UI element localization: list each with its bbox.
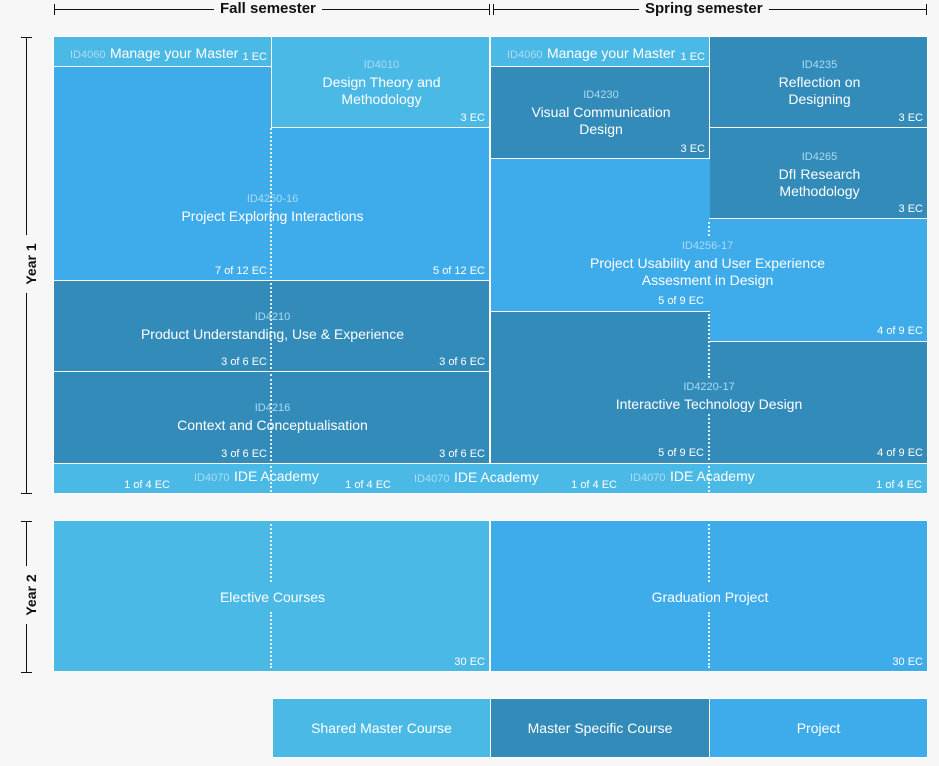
course-visual-communication[interactable]: ID4230 Visual Communication Design 3 EC bbox=[490, 66, 710, 159]
course-title: Elective Courses bbox=[219, 589, 326, 605]
course-ec-left: 5 of 9 EC bbox=[658, 447, 704, 459]
course-manage-master-fall[interactable]: ID4060 Manage your Master 1 EC bbox=[53, 36, 272, 67]
spring-header-tick-left bbox=[493, 4, 494, 15]
course-design-theory[interactable]: ID4010 Design Theory and Methodology 3 E… bbox=[271, 36, 490, 128]
ide-academy-ec-2: 1 of 4 EC bbox=[345, 479, 391, 491]
course-id: ID4060 bbox=[70, 49, 106, 61]
ide-academy-label-1: ID4070 IDE Academy bbox=[194, 468, 319, 484]
semester-divider-dots bbox=[708, 612, 710, 668]
course-ec: 3 EC bbox=[898, 203, 923, 215]
course-ec-right: 4 of 9 EC bbox=[877, 447, 923, 459]
course-ide-academy[interactable] bbox=[53, 463, 928, 494]
course-ec-right: 3 of 6 EC bbox=[439, 448, 485, 460]
fall-header-tick-right bbox=[489, 4, 490, 15]
course-title: Design Theory and Methodology bbox=[322, 74, 441, 107]
course-manage-master-spring[interactable]: ID4060 Manage your Master 1 EC bbox=[490, 36, 710, 67]
course-id: ID4265 bbox=[801, 151, 838, 163]
course-title: Project Usability and User Experience As… bbox=[590, 255, 825, 288]
ide-academy-ec-3: 1 of 4 EC bbox=[571, 479, 617, 491]
course-id: ID4235 bbox=[801, 59, 838, 71]
spring-header-tick-right bbox=[926, 4, 927, 15]
legend-project: Project bbox=[709, 698, 928, 758]
course-ec-left: 7 of 12 EC bbox=[215, 265, 267, 277]
semester-divider-dots bbox=[270, 283, 272, 369]
course-title: Reflection on Designing bbox=[778, 74, 861, 107]
course-ec: 3 EC bbox=[898, 112, 923, 124]
course-id: ID4256-17 bbox=[681, 240, 734, 252]
semester-divider-dots bbox=[270, 524, 272, 582]
course-title: Manage your Master bbox=[109, 45, 239, 61]
course-id: ID4210 bbox=[254, 311, 291, 323]
ide-academy-label-2: ID4070 IDE Academy bbox=[414, 469, 539, 485]
course-ec-right: 5 of 12 EC bbox=[433, 265, 485, 277]
semester-divider-dots bbox=[708, 524, 710, 582]
course-title: Context and Conceptualisation bbox=[177, 417, 368, 433]
course-project-usability-right[interactable] bbox=[709, 218, 928, 342]
fall-header-tick-left bbox=[54, 4, 55, 15]
course-ec: 1 EC bbox=[680, 51, 705, 63]
year2-axis-tick-bottom bbox=[21, 672, 32, 673]
course-title: Project Exploring Interactions bbox=[181, 208, 364, 224]
year1-axis-tick-top bbox=[21, 37, 32, 38]
course-ec-left: 3 of 6 EC bbox=[221, 448, 267, 460]
semester-divider-dots bbox=[270, 612, 272, 668]
course-title: Product Understanding, Use & Experience bbox=[140, 326, 405, 342]
course-reflection-designing[interactable]: ID4235 Reflection on Designing 3 EC bbox=[709, 36, 928, 128]
course-id: ID4230 bbox=[583, 89, 619, 101]
year2-label: Year 2 bbox=[23, 566, 39, 624]
ide-academy-label-3: ID4070 IDE Academy bbox=[630, 468, 755, 484]
course-title: Visual Communication Design bbox=[531, 104, 671, 137]
course-ec-left: 3 of 6 EC bbox=[221, 356, 267, 368]
course-id: ID4250-16 bbox=[246, 193, 299, 205]
course-ec: 1 EC bbox=[242, 51, 267, 63]
fall-semester-label: Fall semester bbox=[214, 0, 322, 18]
course-interactive-technology-right[interactable] bbox=[709, 341, 928, 464]
semester-divider-dots bbox=[708, 314, 710, 378]
course-title: Graduation Project bbox=[651, 589, 769, 605]
course-ec: 30 EC bbox=[892, 656, 923, 668]
semester-divider-dots bbox=[270, 466, 272, 492]
semester-divider-dots bbox=[708, 466, 710, 492]
course-ec-left: 5 of 9 EC bbox=[658, 295, 704, 307]
semester-divider-dots bbox=[270, 374, 272, 461]
legend-master-specific-course: Master Specific Course bbox=[490, 698, 710, 758]
course-ec-right: 3 of 6 EC bbox=[439, 356, 485, 368]
course-id: ID4220-17 bbox=[683, 381, 735, 393]
year1-axis-tick-bottom bbox=[21, 493, 32, 494]
course-title: Interactive Technology Design bbox=[615, 396, 803, 412]
legend-shared-master-course: Shared Master Course bbox=[272, 698, 491, 758]
ide-academy-ec-1: 1 of 4 EC bbox=[124, 479, 170, 491]
course-dfi-research[interactable]: ID4265 DfI Research Methodology 3 EC bbox=[709, 127, 928, 219]
course-ec: 30 EC bbox=[454, 656, 485, 668]
year1-label: Year 1 bbox=[23, 235, 39, 293]
ide-academy-ec-4: 1 of 4 EC bbox=[876, 479, 922, 491]
course-ec-right: 4 of 9 EC bbox=[877, 325, 923, 337]
course-title: DfI Research Methodology bbox=[778, 166, 861, 199]
semester-divider-dots bbox=[708, 414, 710, 460]
semester-divider-dots bbox=[270, 128, 272, 278]
course-id: ID4010 bbox=[363, 59, 400, 71]
year2-axis-tick-top bbox=[21, 521, 32, 522]
course-id: ID4216 bbox=[254, 402, 291, 414]
course-id: ID4060 bbox=[507, 49, 543, 61]
semester-divider-dots bbox=[708, 222, 710, 236]
course-ec: 3 EC bbox=[680, 143, 705, 155]
course-title: Manage your Master bbox=[546, 45, 676, 61]
course-ec: 3 EC bbox=[460, 112, 485, 124]
spring-semester-label: Spring semester bbox=[639, 0, 769, 18]
